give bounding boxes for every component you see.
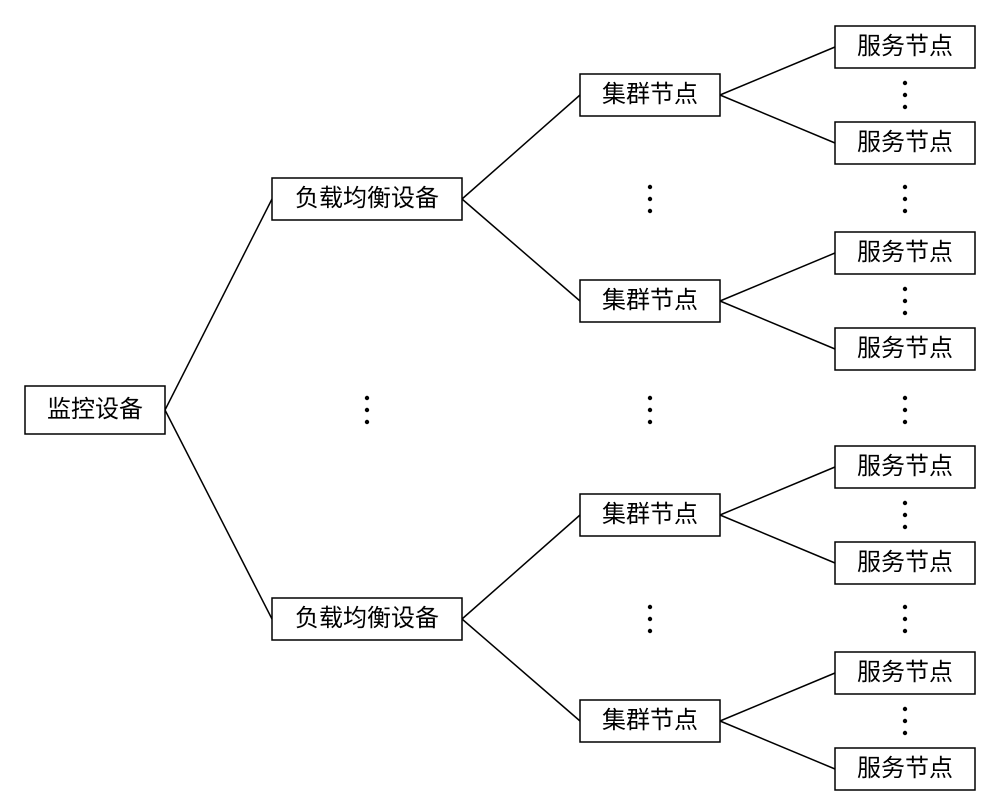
node-label: 服务节点 bbox=[857, 549, 953, 576]
edge bbox=[720, 95, 835, 143]
ellipsis-dot bbox=[903, 93, 907, 97]
ellipsis-dot bbox=[903, 209, 907, 213]
node-label: 负载均衡设备 bbox=[295, 185, 439, 212]
ellipsis-dot bbox=[903, 617, 907, 621]
ellipsis-dot bbox=[903, 197, 907, 201]
ellipsis-dot bbox=[648, 605, 652, 609]
node-label: 集群节点 bbox=[602, 287, 698, 314]
edges-layer bbox=[165, 47, 835, 769]
ellipsis-dot bbox=[903, 185, 907, 189]
edge bbox=[462, 515, 580, 619]
tree-node-root: 监控设备 bbox=[25, 386, 165, 434]
edge bbox=[720, 253, 835, 301]
ellipsis-icon bbox=[648, 605, 652, 633]
ellipsis-dot bbox=[648, 396, 652, 400]
ellipsis-icon bbox=[903, 396, 907, 424]
ellipsis-icon bbox=[648, 396, 652, 424]
tree-node-s6: 服务节点 bbox=[835, 542, 975, 584]
tree-node-c3: 集群节点 bbox=[580, 494, 720, 536]
ellipsis-dot bbox=[903, 525, 907, 529]
tree-node-s1: 服务节点 bbox=[835, 26, 975, 68]
node-label: 负载均衡设备 bbox=[295, 605, 439, 632]
ellipsis-dot bbox=[903, 311, 907, 315]
ellipsis-dot bbox=[648, 209, 652, 213]
node-label: 服务节点 bbox=[857, 453, 953, 480]
edge bbox=[462, 95, 580, 199]
node-label: 服务节点 bbox=[857, 755, 953, 782]
edge bbox=[165, 199, 272, 410]
ellipsis-dot bbox=[648, 617, 652, 621]
ellipsis-icon bbox=[903, 81, 907, 109]
ellipsis-dot bbox=[903, 629, 907, 633]
ellipsis-icon bbox=[648, 185, 652, 213]
edge bbox=[720, 673, 835, 721]
ellipsis-icon bbox=[903, 707, 907, 735]
tree-node-c2: 集群节点 bbox=[580, 280, 720, 322]
tree-node-c4: 集群节点 bbox=[580, 700, 720, 742]
ellipsis-dot bbox=[648, 408, 652, 412]
node-label: 服务节点 bbox=[857, 239, 953, 266]
tree-node-c1: 集群节点 bbox=[580, 74, 720, 116]
tree-node-s3: 服务节点 bbox=[835, 232, 975, 274]
ellipsis-dot bbox=[903, 513, 907, 517]
edge bbox=[462, 199, 580, 301]
ellipsis-dot bbox=[903, 287, 907, 291]
tree-node-lb2: 负载均衡设备 bbox=[272, 598, 462, 640]
edge bbox=[720, 515, 835, 563]
ellipsis-dot bbox=[903, 707, 907, 711]
ellipsis-dot bbox=[648, 185, 652, 189]
ellipsis-dot bbox=[365, 420, 369, 424]
tree-diagram: 监控设备负载均衡设备负载均衡设备集群节点集群节点集群节点集群节点服务节点服务节点… bbox=[0, 0, 1000, 809]
nodes-layer: 监控设备负载均衡设备负载均衡设备集群节点集群节点集群节点集群节点服务节点服务节点… bbox=[25, 26, 975, 790]
edge bbox=[720, 467, 835, 515]
tree-node-s7: 服务节点 bbox=[835, 652, 975, 694]
ellipsis-dot bbox=[903, 731, 907, 735]
edge bbox=[462, 619, 580, 721]
edge bbox=[165, 410, 272, 619]
ellipsis-dot bbox=[903, 105, 907, 109]
ellipsis-dot bbox=[903, 605, 907, 609]
tree-node-s2: 服务节点 bbox=[835, 122, 975, 164]
node-label: 集群节点 bbox=[602, 81, 698, 108]
edge bbox=[720, 721, 835, 769]
tree-node-lb1: 负载均衡设备 bbox=[272, 178, 462, 220]
ellipsis-dot bbox=[648, 420, 652, 424]
ellipsis-dot bbox=[903, 396, 907, 400]
ellipsis-dot bbox=[903, 719, 907, 723]
ellipsis-icon bbox=[903, 185, 907, 213]
ellipsis-dot bbox=[903, 299, 907, 303]
ellipsis-icon bbox=[903, 287, 907, 315]
ellipsis-dot bbox=[903, 420, 907, 424]
node-label: 服务节点 bbox=[857, 335, 953, 362]
ellipsis-icon bbox=[903, 605, 907, 633]
ellipsis-dot bbox=[903, 501, 907, 505]
ellipsis-dot bbox=[365, 408, 369, 412]
ellipsis-dot bbox=[903, 408, 907, 412]
node-label: 监控设备 bbox=[47, 396, 143, 423]
edge bbox=[720, 301, 835, 349]
ellipsis-dot bbox=[648, 197, 652, 201]
node-label: 服务节点 bbox=[857, 129, 953, 156]
ellipsis-dot bbox=[648, 629, 652, 633]
tree-node-s4: 服务节点 bbox=[835, 328, 975, 370]
ellipsis-dot bbox=[903, 81, 907, 85]
ellipsis-icon bbox=[903, 501, 907, 529]
ellipsis-dot bbox=[365, 396, 369, 400]
node-label: 集群节点 bbox=[602, 501, 698, 528]
tree-node-s8: 服务节点 bbox=[835, 748, 975, 790]
edge bbox=[720, 47, 835, 95]
node-label: 服务节点 bbox=[857, 659, 953, 686]
tree-node-s5: 服务节点 bbox=[835, 446, 975, 488]
node-label: 服务节点 bbox=[857, 33, 953, 60]
node-label: 集群节点 bbox=[602, 707, 698, 734]
ellipsis-icon bbox=[365, 396, 369, 424]
